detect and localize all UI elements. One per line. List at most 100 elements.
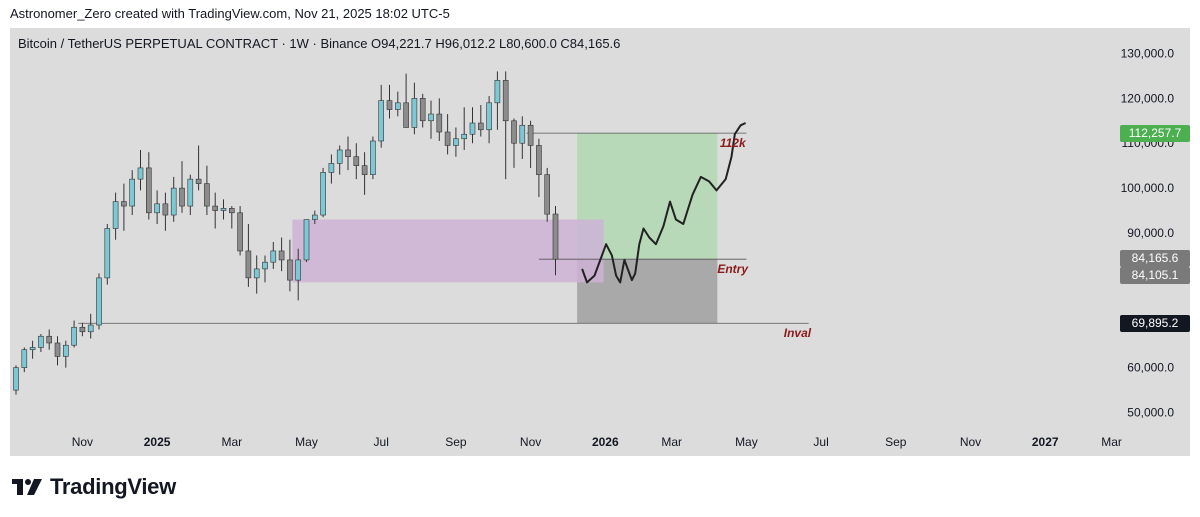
price-label-inval: 69,895.2: [1120, 314, 1190, 332]
x-axis-tick-label: Sep: [885, 435, 907, 449]
x-axis-tick-label: May: [735, 435, 758, 449]
candle-body: [278, 250, 285, 261]
candle-body: [137, 167, 144, 180]
demand-zone: [292, 219, 604, 283]
candle-body: [336, 149, 343, 164]
candle-body: [29, 347, 36, 351]
tradingview-logo: TradingView: [12, 474, 176, 500]
y-axis-tick-label: 50,000.0: [1127, 406, 1174, 420]
price-label-current: 84,105.1: [1120, 266, 1190, 284]
candle-body: [237, 212, 243, 252]
candle-body: [195, 178, 202, 184]
candle-body: [96, 277, 102, 326]
candle-body: [519, 124, 526, 144]
candle-body: [328, 163, 335, 173]
candle-body: [469, 122, 476, 135]
candle-body: [253, 268, 260, 279]
symbol-ohlc-legend: Bitcoin / TetherUS PERPETUAL CONTRACT · …: [18, 36, 621, 51]
candle-body: [403, 102, 409, 128]
x-axis-tick-label: May: [295, 435, 318, 449]
candle-body: [54, 342, 61, 357]
candle-body: [179, 187, 185, 207]
x-axis-tick-label: Sep: [445, 435, 467, 449]
candle-body: [162, 203, 169, 216]
candle-body: [461, 133, 468, 140]
candle-body: [444, 131, 451, 146]
candle-body: [170, 187, 177, 216]
x-axis-tick-label: Mar: [661, 435, 682, 449]
candle-body: [104, 228, 111, 279]
y-axis-tick-label: 60,000.0: [1127, 361, 1174, 375]
x-axis-tick-label: Nov: [520, 435, 541, 449]
candle-body: [428, 113, 434, 122]
candle-body: [21, 349, 28, 368]
candle-body: [38, 335, 44, 348]
y-axis-tick-label: 90,000.0: [1127, 226, 1174, 240]
level-annotation-112k: 112k: [720, 136, 747, 150]
candle-body: [121, 201, 127, 207]
candle-body: [511, 120, 517, 144]
x-axis-tick-label: 2027: [1032, 435, 1059, 449]
candle-body: [287, 259, 293, 281]
candle-body: [204, 183, 210, 207]
candle-body: [245, 250, 252, 279]
candle-body: [270, 250, 277, 263]
candle-body: [220, 208, 227, 211]
candle-body: [303, 219, 310, 261]
candle-body: [411, 98, 418, 128]
candle-body: [361, 165, 368, 175]
candle-body: [146, 167, 152, 214]
projection-path: [581, 122, 747, 284]
price-label-112k: 112,257.7: [1120, 124, 1190, 142]
candle-body: [527, 124, 534, 146]
candle-body: [544, 174, 551, 215]
level-annotation-entry: Entry: [717, 262, 749, 276]
x-axis-tick-label: Jul: [374, 435, 389, 449]
candle-body: [62, 344, 69, 357]
price-label-entry: 84,165.6: [1120, 249, 1190, 267]
chart-frame[interactable]: 112k Entry Inval 130,000.0 120,000.0 110,000.…: [10, 28, 1190, 456]
candle-body: [320, 172, 326, 216]
candle-body: [353, 156, 360, 166]
x-axis-tick-label: Jul: [813, 435, 828, 449]
price-chart[interactable]: 112kEntryInval130,000.0120,000.0110,000.…: [10, 28, 1190, 456]
candle-body: [477, 122, 484, 131]
candle-body: [494, 80, 501, 104]
candle-body: [370, 140, 376, 175]
chart-attribution: Astronomer_Zero created with TradingView…: [10, 6, 450, 21]
tradingview-logo-icon: [12, 479, 42, 495]
candle-body: [386, 100, 393, 110]
candle-body: [436, 113, 443, 133]
candle-body: [394, 102, 401, 110]
candle-body: [552, 213, 559, 260]
candle-body: [229, 208, 235, 214]
candle-body: [536, 145, 542, 175]
x-axis-tick-label: Nov: [960, 435, 981, 449]
candle-body: [154, 203, 160, 214]
y-axis-tick-label: 120,000.0: [1121, 91, 1175, 105]
candle-body: [311, 214, 318, 220]
candle-body: [262, 261, 268, 270]
candle-body: [345, 149, 351, 157]
candle-body: [187, 178, 194, 207]
candle-body: [502, 80, 509, 122]
candle-body: [129, 178, 135, 207]
x-axis-tick-label: Nov: [72, 435, 93, 449]
candle-body: [295, 259, 302, 281]
tradingview-wordmark: TradingView: [50, 474, 176, 499]
candle-body: [46, 335, 53, 344]
x-axis-tick-label: Mar: [221, 435, 242, 449]
candle-body: [112, 201, 119, 229]
candle-body: [486, 102, 492, 131]
candle-body: [79, 326, 86, 333]
x-axis-tick-label: Mar: [1101, 435, 1122, 449]
y-axis-tick-label: 100,000.0: [1121, 181, 1175, 195]
candle-body: [71, 326, 77, 346]
candle-body: [378, 100, 385, 142]
x-axis-tick-label: 2026: [592, 435, 619, 449]
y-axis-tick-label: 130,000.0: [1121, 46, 1175, 60]
candle-body: [453, 138, 459, 146]
level-annotation-inval: Inval: [784, 326, 812, 340]
candle-body: [419, 98, 426, 122]
candle-body: [13, 367, 19, 391]
